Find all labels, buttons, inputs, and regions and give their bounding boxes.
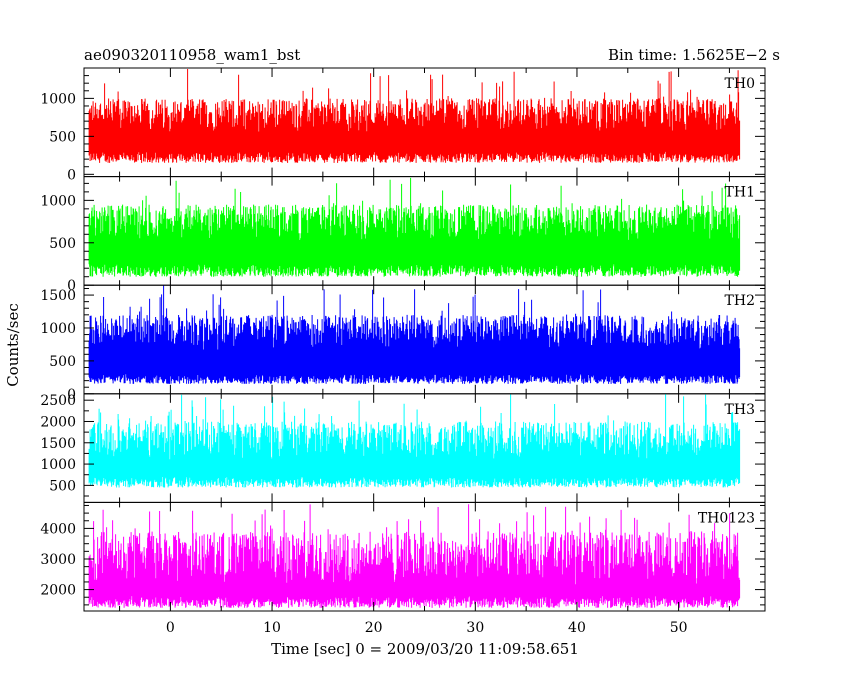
y-tick-label: 1500 — [40, 436, 76, 452]
series-th0 — [88, 69, 741, 163]
panel-label: TH0 — [725, 76, 755, 92]
series-th3 — [88, 394, 741, 488]
panel-label: TH0123 — [698, 510, 755, 526]
y-tick-label: 500 — [49, 478, 76, 494]
bin-time-label: Bin time: 1.5625E−2 s — [608, 46, 780, 64]
x-tick-label: 20 — [365, 620, 383, 636]
x-tick-label: 0 — [166, 620, 175, 636]
y-tick-label: 2500 — [40, 393, 76, 409]
panels-group: 0 500 1000 TH0 0 500 1000 TH1 0 500 1000 1500 TH2 500… — [40, 67, 766, 612]
y-tick-label: 1000 — [40, 91, 76, 107]
x-tick-label: 50 — [670, 620, 688, 636]
y-tick-label: 0 — [67, 278, 76, 294]
x-tick-label: 10 — [263, 620, 281, 636]
y-tick-label: 2000 — [40, 583, 76, 599]
x-axis: 0 10 20 30 40 50 — [166, 620, 688, 636]
series-th1 — [88, 177, 741, 277]
panel-label: TH2 — [725, 293, 755, 309]
x-axis-title: Time [sec] 0 = 2009/03/20 11:09:58.651 — [271, 640, 579, 658]
panel-th3: 500 1000 1500 2000 2500 TH3 — [40, 393, 766, 503]
y-tick-label: 4000 — [40, 521, 76, 537]
chart-title: ae090320110958_wam1_bst — [84, 46, 300, 64]
panel-th0123: 2000 3000 4000 TH0123 — [40, 501, 766, 612]
y-tick-label: 500 — [49, 236, 76, 252]
y-tick-label: 1000 — [40, 457, 76, 473]
y-tick-label: 1000 — [40, 321, 76, 337]
y-tick-label: 1000 — [40, 193, 76, 209]
y-tick-label: 500 — [49, 354, 76, 370]
x-tick-label: 40 — [568, 620, 586, 636]
y-axis-title: Counts/sec — [4, 303, 22, 387]
x-tick-label: 30 — [466, 620, 484, 636]
y-tick-label: 2000 — [40, 414, 76, 430]
panel-label: TH1 — [725, 185, 755, 201]
series-th2 — [88, 285, 741, 384]
y-tick-label: 0 — [67, 387, 76, 403]
y-tick-label: 0 — [67, 167, 76, 183]
panel-label: TH3 — [725, 402, 755, 418]
y-tick-label: 3000 — [40, 552, 76, 568]
series-th0123 — [88, 504, 741, 608]
y-tick-label: 1500 — [40, 288, 76, 304]
y-tick-label: 500 — [49, 129, 76, 145]
panel-th2: 0 500 1000 1500 TH2 — [40, 284, 766, 403]
panel-th0: 0 500 1000 TH0 — [40, 67, 766, 183]
panel-th1: 0 500 1000 TH1 — [40, 176, 766, 294]
